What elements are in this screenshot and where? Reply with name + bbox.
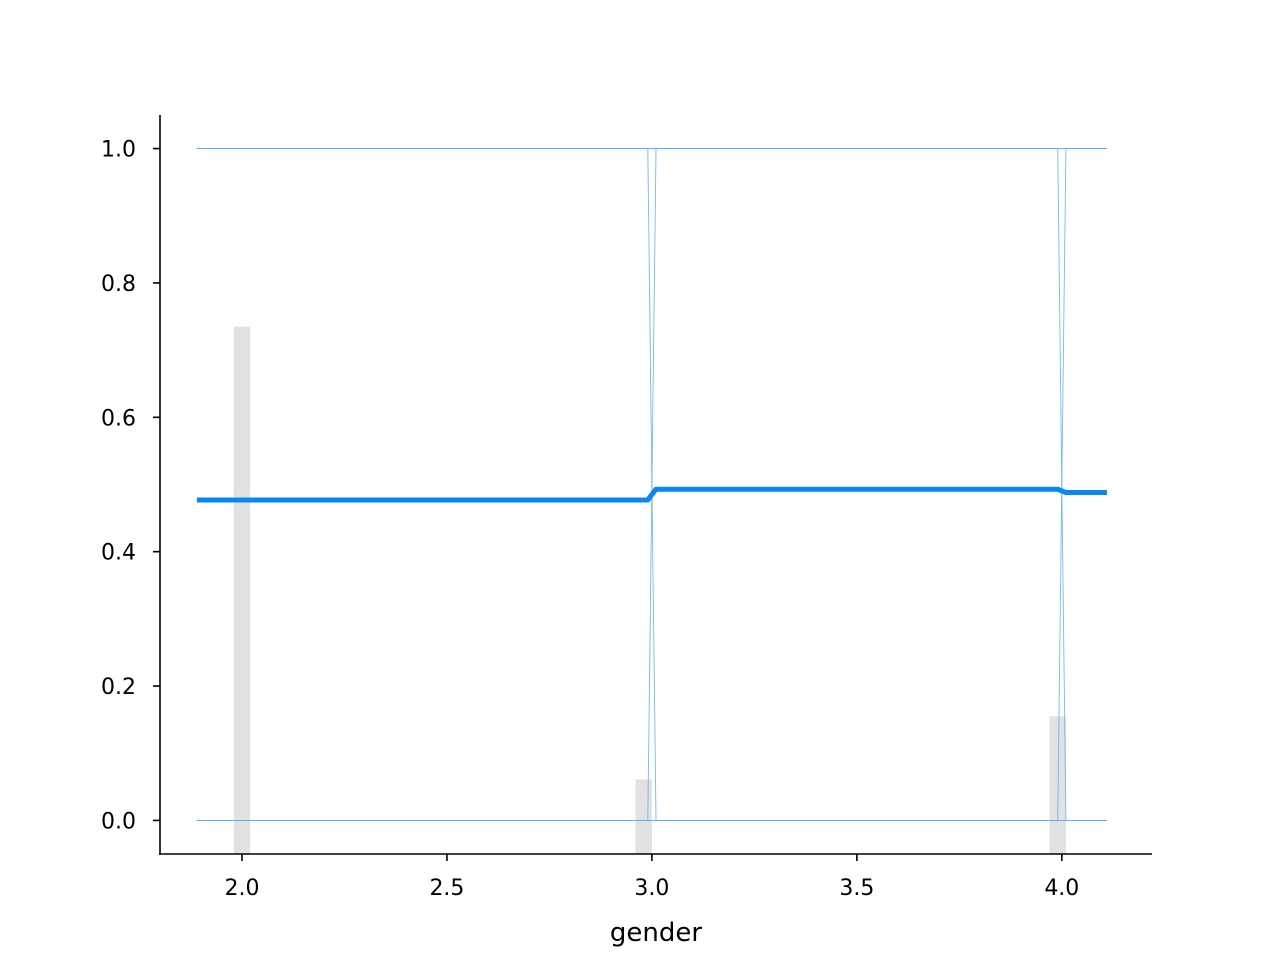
y-tick-label-0: 0.0	[101, 809, 136, 834]
x-tick-label-1: 2.5	[429, 876, 464, 901]
average-line-0	[196, 486, 1107, 503]
histogram-layer	[233, 326, 1066, 854]
x-tick-label-2: 3.0	[634, 876, 669, 901]
y-tick-label-5: 1.0	[101, 138, 136, 163]
y-tick-label-1: 0.2	[101, 675, 136, 700]
x-ticks: 2.0 2.5 3.0 3.5 4.0	[224, 854, 1079, 901]
ice-line-3	[196, 148, 1107, 821]
histogram-bar-1	[635, 779, 652, 854]
y-tick-label-3: 0.6	[101, 406, 136, 431]
y-ticks: 0.0 0.2 0.4 0.6 0.8 1.0	[101, 138, 160, 834]
histogram-bar-0	[233, 326, 251, 854]
x-tick-label-0: 2.0	[224, 876, 259, 901]
y-tick-label-4: 0.8	[101, 272, 136, 297]
ice-lines-layer	[196, 148, 1107, 821]
x-tick-label-4: 4.0	[1044, 876, 1079, 901]
x-tick-label-3: 3.5	[839, 876, 874, 901]
ice-line-5	[196, 148, 1107, 821]
x-axis-label: gender	[610, 918, 702, 948]
average-line-layer	[196, 486, 1107, 503]
y-tick-label-2: 0.4	[101, 541, 136, 566]
